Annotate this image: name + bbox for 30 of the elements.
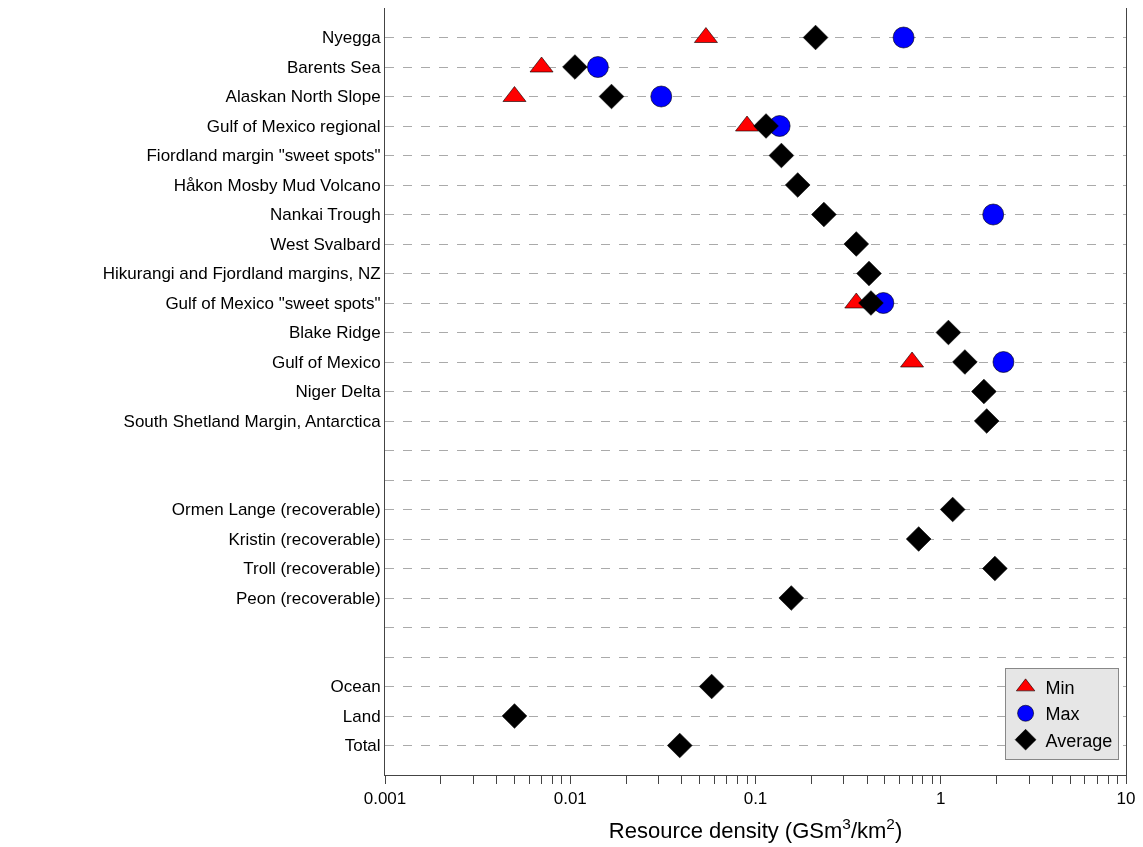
y-tick-label: Håkon Mosby Mud Volcano [173,175,381,195]
y-tick-label: Nankai Trough [270,205,381,225]
y-tick-label: Alaskan North Slope [225,87,381,107]
y-tick-label: Total [344,736,381,756]
y-tick-label: Nyegga [321,28,382,48]
y-tick-label: Gulf of Mexico [271,352,381,372]
y-tick-label: Peon (recoverable) [236,588,381,608]
legend-label: Min [1045,677,1075,698]
y-tick-label: Kristin (recoverable) [228,529,381,549]
x-axis-title: Resource density (GSm$^{3}$/km$^{2}$) [608,815,903,844]
y-tick-label: Ormen Lange (recoverable) [171,500,381,520]
y-tick-label: Fiordland margin "sweet spots" [146,146,381,166]
y-tick-label: Land [342,706,381,726]
y-tick-label: Troll (recoverable) [243,559,381,579]
y-tick-label: Ocean [330,677,381,697]
legend-label: Average [1045,730,1113,751]
y-tick-label: Gulf of Mexico regional [206,116,381,136]
y-tick-label: Blake Ridge [288,323,381,343]
legend-label: Max [1045,704,1080,725]
x-tick-label: 0.1 [743,789,768,809]
y-tick-label: Hikurangi and Fjordland margins, NZ [102,264,381,284]
x-tick-label: 1 [936,789,946,809]
x-tick-label: 10 [1116,789,1136,809]
x-tick-label: 0.01 [553,789,587,809]
x-tick-label: 0.001 [363,789,407,809]
y-tick-label: Niger Delta [295,382,382,402]
y-tick-label: West Svalbard [270,234,381,254]
y-tick-label: South Shetland Margin, Antarctica [123,411,382,431]
y-tick-label: Barents Sea [287,57,382,77]
y-tick-label: Gulf of Mexico "sweet spots" [165,293,381,313]
